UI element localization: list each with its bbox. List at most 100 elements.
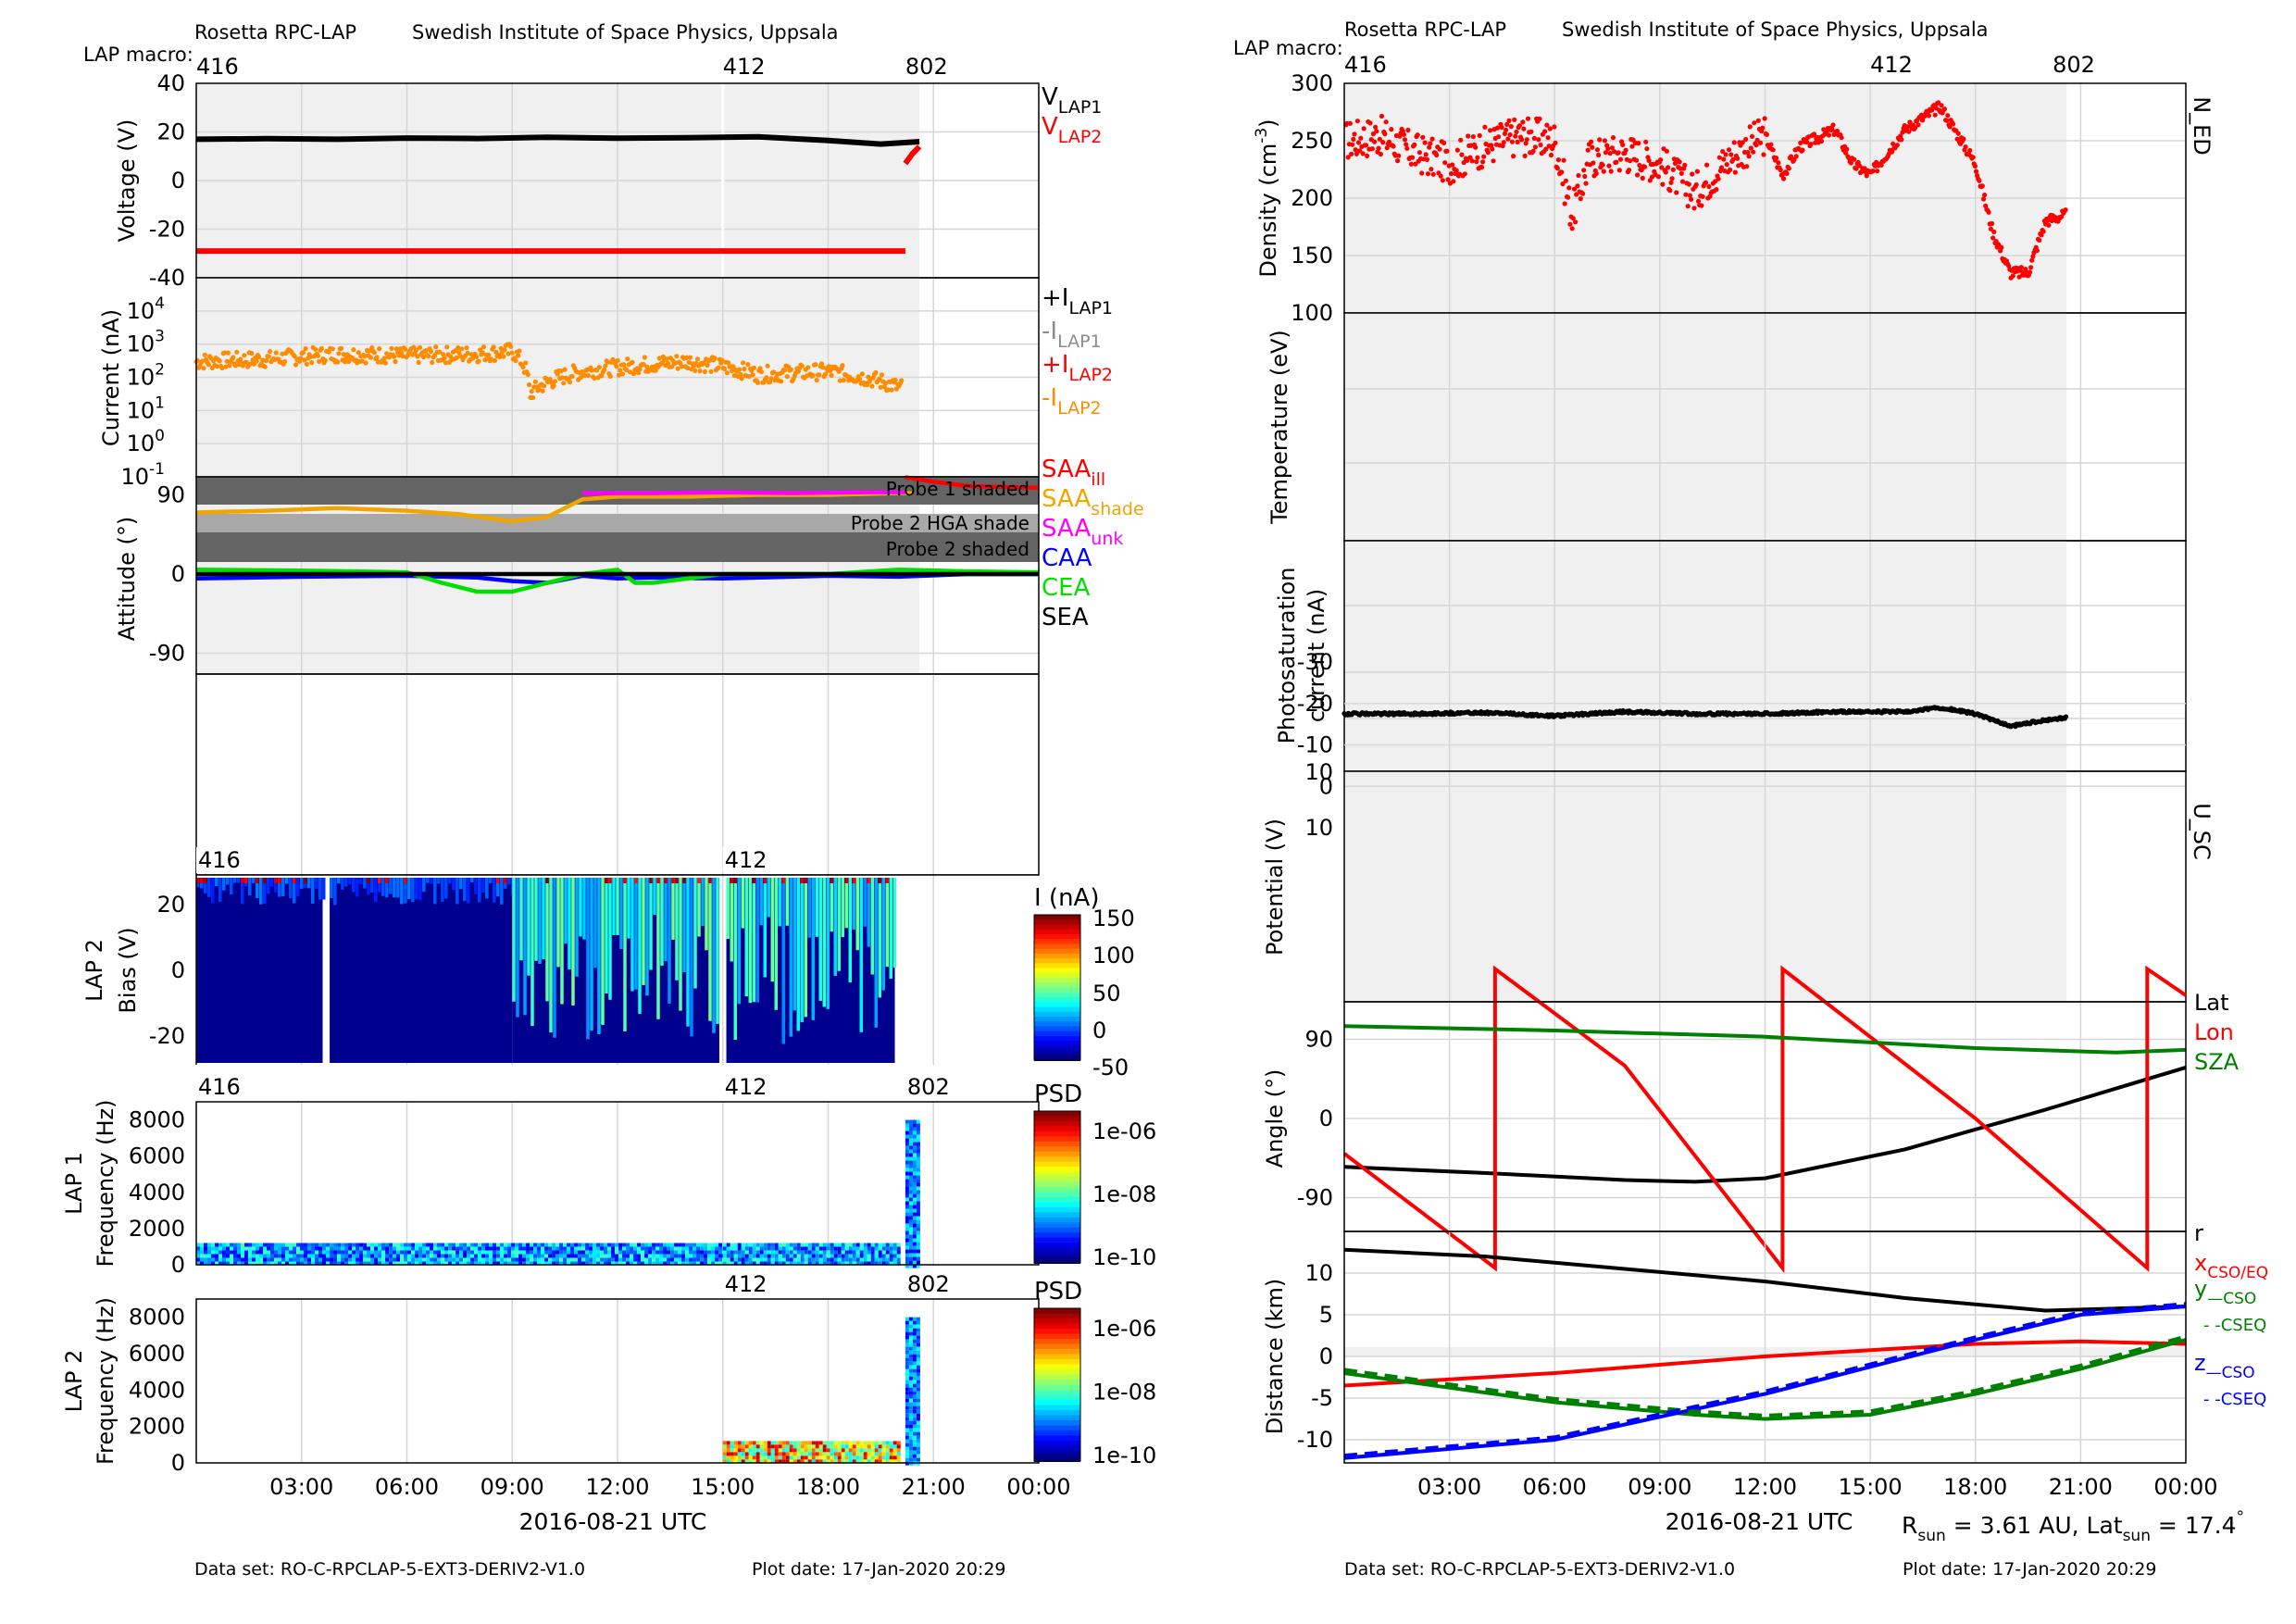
data-point [878,384,883,390]
heatmap-cell [649,878,653,970]
heatmap-cell [611,1254,616,1258]
data-point [619,371,626,377]
data-point [730,364,736,369]
heatmap-cell [581,1243,586,1247]
data-point [1345,155,1351,160]
data-point [1357,148,1363,154]
legend-entry: CAA [1042,544,1092,572]
data-point [1561,157,1566,163]
heatmap-cell [370,1246,375,1251]
heatmap-cell [344,1254,349,1258]
heatmap-cell [722,1254,727,1258]
heatmap-cell [741,1257,745,1262]
heatmap-cell [281,878,285,896]
heatmap-cell [537,1250,542,1255]
heatmap-cell [200,1254,204,1258]
data-point [1490,146,1495,152]
data-point [1768,142,1774,147]
data-point [1920,118,1926,123]
data-point [423,348,429,354]
heatmap-cell [574,1243,579,1247]
heatmap-cell [200,878,204,883]
heatmap-cell [870,1441,875,1445]
heatmap-cell [507,1246,512,1251]
heatmap-cell [433,878,437,905]
heatmap-cell [352,1261,356,1266]
heatmap-cell [422,1243,427,1247]
heatmap-cell [905,1331,909,1336]
y-tick-label: 100 [1291,300,1333,326]
heatmap-cell [663,1246,668,1251]
heatmap-cell [374,1257,379,1262]
heatmap-cell [537,1254,542,1258]
heatmap-cell [826,1459,830,1464]
heatmap-cell [437,1261,442,1266]
data-point [1401,131,1406,137]
heatmap-cell [844,878,849,883]
data-point [1616,168,1622,173]
data-point [1585,147,1591,153]
heatmap-cell [233,1257,237,1262]
heatmap-cell [704,1254,708,1258]
heatmap-cell [852,1448,856,1453]
heatmap-cell [908,1164,913,1168]
heatmap-cell [792,1448,797,1453]
heatmap-cell [481,878,485,893]
data-point [1354,119,1360,124]
heatmap-cell [774,1452,779,1456]
heatmap-cell [908,1127,913,1131]
data-point [262,364,268,369]
heatmap-cell [881,1246,886,1251]
heatmap-cell [789,878,793,1037]
data-point [1491,158,1496,164]
heatmap-cell [892,1254,897,1258]
heatmap-cell [285,1246,289,1251]
data-point [673,360,679,366]
heatmap-cell [611,1257,616,1262]
heatmap-cell [785,1250,790,1255]
data-point [1395,158,1401,164]
heatmap-cell [807,1250,812,1255]
heatmap-cell [326,1254,330,1258]
colorbar-segment [1034,1161,1080,1168]
heatmap-cell [912,1230,917,1235]
heatmap-cell [830,1246,834,1251]
data-point [1659,165,1665,170]
heatmap-cell [815,1250,819,1255]
heatmap-cell [878,1452,882,1456]
legend-entry: VLAP1 [1042,83,1102,118]
data-point [771,369,777,375]
heatmap-cell [878,878,882,998]
heatmap-cell [537,1243,542,1247]
heatmap-cell [870,1246,875,1251]
heatmap-cell [404,1243,408,1247]
heatmap-cell [626,1254,630,1258]
colorbar-segment [1034,1055,1080,1061]
heatmap-cell [600,1257,605,1262]
heatmap-cell [889,1448,893,1453]
heatmap-cell [867,878,871,883]
heatmap-cell [778,1243,782,1247]
heatmap-cell [726,878,730,939]
heatmap-cell [304,1261,307,1266]
heatmap-cell [626,1257,630,1262]
heatmap-cell [318,1257,322,1262]
heatmap-cell [916,1238,920,1243]
heatmap-cell [370,1254,375,1258]
heatmap-cell [916,1417,920,1421]
heatmap-cell [818,1246,823,1251]
heatmap-cell [859,1257,864,1262]
heatmap-cell [792,1246,797,1251]
heatmap-cell [730,1261,734,1266]
heatmap-cell [700,1254,705,1258]
heatmap-cell [759,1254,764,1258]
heatmap-cell [444,1243,449,1247]
heatmap-cell [822,1444,827,1449]
heatmap-cell [744,1243,749,1247]
heatmap-cell [222,1246,226,1251]
heatmap-cell [889,878,893,980]
heatmap-cell [400,1254,405,1258]
colorbar-tick: 1e-08 [1092,1380,1156,1405]
legend-entry: - -CSEQ [2203,1316,2266,1335]
